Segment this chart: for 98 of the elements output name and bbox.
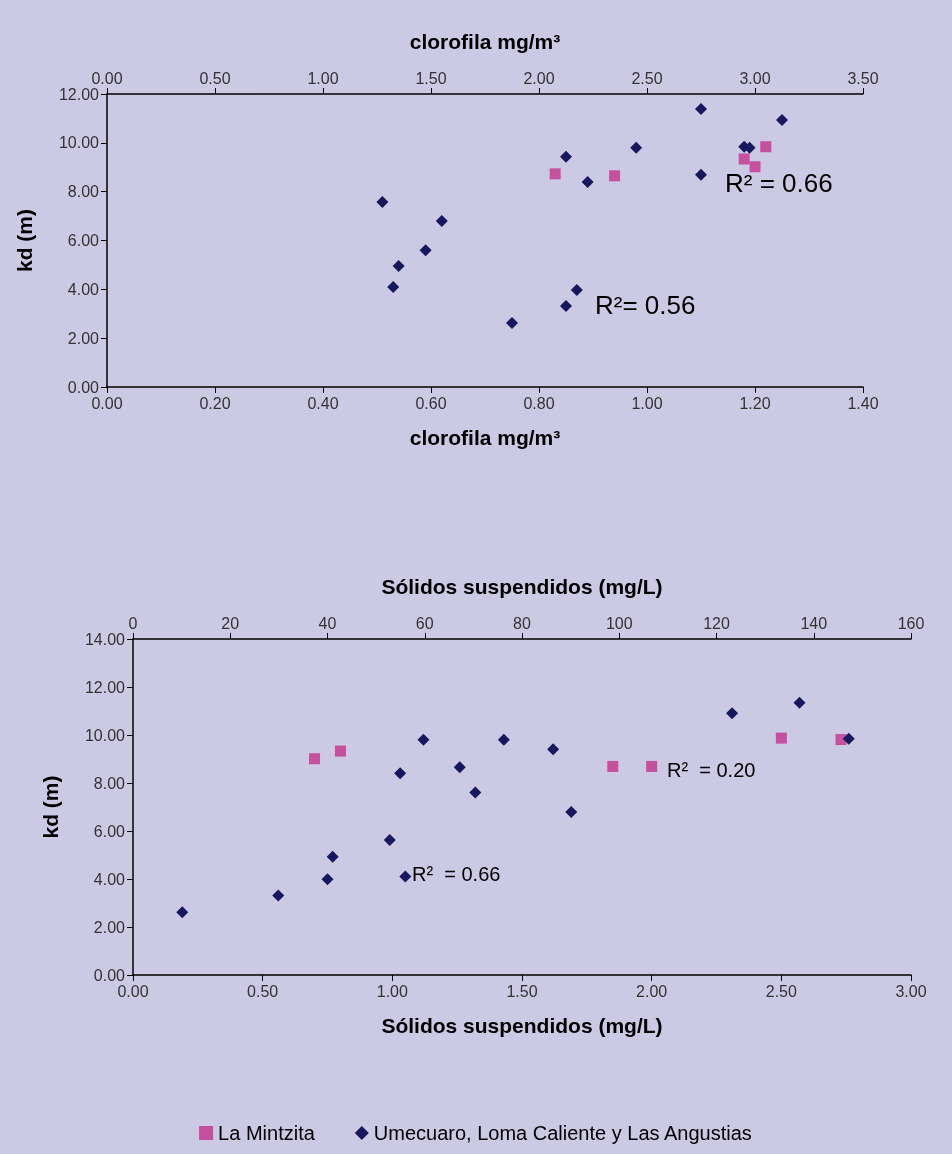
- x-tick-label: 0.20: [199, 394, 231, 412]
- x2-tick-label: 1.00: [307, 69, 339, 87]
- y-tick-label: 6.00: [93, 822, 126, 840]
- y-tick-label: 2.00: [93, 918, 126, 936]
- point: [399, 870, 412, 883]
- y-tick-label: 12.00: [58, 85, 100, 103]
- point: [760, 141, 772, 153]
- point: [738, 153, 750, 165]
- point: [547, 743, 560, 756]
- x-tick-label: 1.20: [739, 394, 771, 412]
- point: [749, 161, 761, 173]
- annotation: R² = 0.20: [667, 759, 756, 781]
- legend-label: Umecuaro, Loma Caliente y Las Angustias: [373, 1122, 752, 1144]
- y-tick-label: 4.00: [67, 280, 100, 298]
- y-tick-label: 0.00: [67, 378, 100, 396]
- y-tick-label: 10.00: [84, 726, 126, 744]
- x2-tick-label: 40: [318, 614, 337, 632]
- point: [176, 906, 189, 919]
- x-axis-title: clorofila mg/m³: [409, 426, 561, 449]
- legend-label: La Mintzita: [218, 1122, 316, 1144]
- x2-tick-label: 3.00: [739, 69, 771, 87]
- point: [392, 259, 405, 272]
- x-tick-label: 1.50: [506, 982, 538, 1000]
- x-tick-label: 1.40: [847, 394, 879, 412]
- x2-tick-label: 160: [897, 614, 925, 632]
- annotation: R²= 0.56: [595, 290, 696, 320]
- x2-tick-label: 60: [415, 614, 434, 632]
- point: [549, 168, 561, 180]
- point: [417, 733, 430, 746]
- point: [726, 707, 739, 720]
- point: [334, 745, 346, 757]
- point: [321, 873, 334, 886]
- y-tick-label: 14.00: [84, 630, 126, 648]
- point: [646, 760, 658, 772]
- y-tick-label: 2.00: [67, 329, 100, 347]
- x2-tick-label: 120: [703, 614, 730, 632]
- x2-axis-title: Sólidos suspendidos (mg/L): [381, 575, 663, 598]
- point: [842, 732, 855, 745]
- point: [272, 889, 285, 902]
- point: [793, 696, 806, 709]
- point: [387, 280, 400, 293]
- x-tick-label: 0.00: [117, 982, 149, 1000]
- y-axis-title: kd (m): [13, 209, 36, 272]
- point: [607, 760, 619, 772]
- x-tick-label: 2.00: [636, 982, 668, 1000]
- x-tick-label: 1.00: [631, 394, 663, 412]
- x2-tick-label: 20: [221, 614, 240, 632]
- point: [453, 761, 466, 774]
- point: [469, 786, 482, 799]
- x-tick-label: 2.50: [765, 982, 798, 1000]
- y-tick-label: 0.00: [93, 966, 126, 984]
- x2-tick-label: 0.50: [199, 69, 231, 87]
- x-tick-label: 0.50: [247, 982, 279, 1000]
- point: [383, 834, 396, 847]
- y-tick-label: 12.00: [84, 678, 126, 696]
- x-tick-label: 0.60: [415, 394, 447, 412]
- point: [835, 734, 847, 746]
- point: [609, 170, 621, 182]
- point: [775, 732, 787, 744]
- x2-tick-label: 3.50: [847, 69, 879, 87]
- x-tick-label: 0.80: [523, 394, 555, 412]
- y-axis-title: kd (m): [39, 775, 62, 839]
- y-tick-label: 6.00: [67, 232, 100, 249]
- point: [776, 113, 788, 126]
- y-tick-label: 4.00: [93, 870, 126, 888]
- x-tick-label: 0.40: [307, 394, 339, 412]
- point: [570, 284, 583, 297]
- x2-tick-label: 2.50: [631, 69, 663, 87]
- point: [695, 168, 707, 181]
- point: [419, 244, 432, 257]
- x-tick-label: 3.00: [895, 982, 927, 1000]
- point: [565, 806, 578, 819]
- x2-tick-label: 80: [513, 614, 531, 632]
- point: [326, 850, 339, 863]
- x2-tick-label: 100: [605, 614, 633, 632]
- annotation: R² = 0.66: [412, 863, 501, 885]
- point: [376, 195, 389, 208]
- point: [497, 733, 510, 746]
- point: [560, 150, 572, 163]
- point: [435, 214, 448, 227]
- x2-tick-label: 0: [128, 614, 138, 632]
- x2-axis-title: clorofila mg/m³: [409, 30, 561, 53]
- y-tick-label: 8.00: [93, 774, 126, 792]
- y-tick-label: 8.00: [67, 183, 100, 201]
- x2-tick-label: 1.50: [415, 69, 447, 87]
- x-axis-title: Sólidos suspendidos (mg/L): [381, 1014, 663, 1037]
- point: [394, 767, 407, 780]
- x-tick-label: 1.00: [376, 982, 409, 1000]
- point: [581, 175, 594, 188]
- point: [630, 141, 643, 154]
- x2-tick-label: 2.00: [523, 69, 555, 87]
- point: [506, 317, 518, 330]
- x2-tick-label: 140: [800, 614, 828, 632]
- point: [695, 102, 707, 115]
- annotation: R² = 0.66: [725, 168, 833, 198]
- point: [309, 753, 321, 765]
- point: [560, 299, 572, 312]
- y-tick-label: 10.00: [58, 134, 100, 152]
